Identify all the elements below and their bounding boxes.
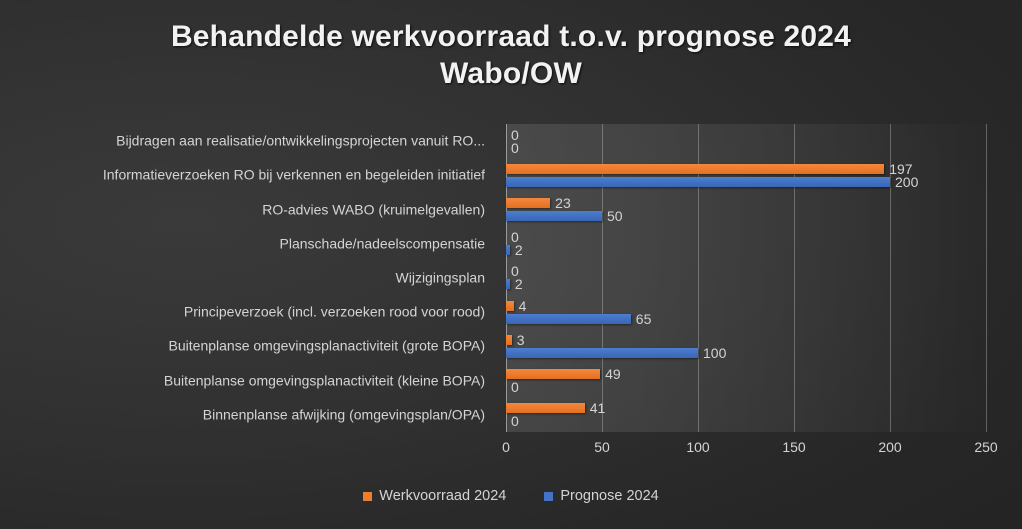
bar-row: Bijdragen aan realisatie/ontwikkelingspr… bbox=[0, 124, 1022, 158]
bar-row: Principeverzoek (incl. verzoeken rood vo… bbox=[0, 295, 1022, 329]
bar-row: Buitenplanse omgevingsplanactiviteit (kl… bbox=[0, 364, 1022, 398]
legend-label: Werkvoorraad 2024 bbox=[379, 488, 507, 504]
legend-item[interactable]: Werkvoorraad 2024 bbox=[363, 487, 506, 505]
bar-value-label: 0 bbox=[511, 263, 519, 280]
bar-value-label: 3 bbox=[516, 331, 525, 348]
x-tick-label: 50 bbox=[594, 439, 610, 455]
bar-werkvoorraad[interactable] bbox=[506, 163, 885, 174]
bar-werkvoorraad[interactable] bbox=[506, 300, 514, 311]
bar-value-label: 200 bbox=[895, 173, 919, 190]
bar-value-label: 197 bbox=[889, 160, 913, 177]
gridline-150 bbox=[794, 124, 795, 432]
bar-value-label: 0 bbox=[511, 139, 519, 156]
bar-prognose[interactable] bbox=[506, 279, 510, 290]
bar-row: RO-advies WABO (kruimelgevallen) 23 50 bbox=[0, 192, 1022, 226]
bar-value-label: 2 bbox=[514, 242, 523, 259]
bar-value-label: 2 bbox=[514, 276, 523, 293]
gridline-250 bbox=[986, 124, 987, 432]
gridline-0 bbox=[506, 124, 507, 432]
bar-value-label: 23 bbox=[555, 195, 571, 212]
legend-swatch-icon bbox=[544, 491, 554, 501]
bar-value-label: 0 bbox=[511, 229, 519, 246]
legend-swatch-icon bbox=[363, 491, 373, 501]
bar-prognose[interactable] bbox=[506, 313, 631, 324]
category-label: Informatieverzoeken RO bij verkennen en … bbox=[102, 166, 485, 183]
x-tick-label: 150 bbox=[782, 439, 806, 455]
bar-value-label: 41 bbox=[589, 400, 606, 417]
bar-row: Binnenplanse afwijking (omgevingsplan/OP… bbox=[0, 398, 1022, 432]
category-label: Buitenplanse omgevingsplanactiviteit (gr… bbox=[168, 337, 485, 354]
bar-werkvoorraad[interactable] bbox=[506, 369, 601, 380]
bar-prognose[interactable] bbox=[506, 245, 510, 256]
bar-row: Wijzigingsplan 0 2 bbox=[0, 261, 1022, 295]
gridline-100 bbox=[698, 124, 699, 432]
chart-title-line-2: Wabo/OW bbox=[440, 57, 582, 90]
chart-title: Behandelde werkvoorraad t.o.v. prognose … bbox=[0, 18, 1022, 92]
bar-value-label: 0 bbox=[511, 379, 519, 396]
bar-werkvoorraad[interactable] bbox=[506, 403, 585, 414]
bar-prognose[interactable] bbox=[506, 347, 698, 358]
bar-prognose[interactable] bbox=[506, 211, 602, 222]
x-axis-tick-labels: 0 50 100 150 200 250 bbox=[0, 438, 1022, 458]
bar-row: Buitenplanse omgevingsplanactiviteit (gr… bbox=[0, 329, 1022, 363]
x-tick-label: 250 bbox=[974, 439, 998, 455]
bar-value-label: 65 bbox=[635, 310, 652, 327]
plot-area bbox=[506, 124, 986, 432]
x-tick-label: 100 bbox=[686, 439, 710, 455]
category-label: Bijdragen aan realisatie/ontwikkelingspr… bbox=[116, 132, 485, 149]
gridline-50 bbox=[602, 124, 603, 432]
bar-value-label: 4 bbox=[518, 297, 527, 314]
category-label: Binnenplanse afwijking (omgevingsplan/OP… bbox=[202, 406, 485, 423]
x-tick-label: 0 bbox=[502, 439, 510, 455]
bar-werkvoorraad[interactable] bbox=[506, 334, 512, 345]
legend-label: Prognose 2024 bbox=[560, 488, 659, 504]
legend-item[interactable]: Prognose 2024 bbox=[544, 487, 659, 505]
bar-prognose[interactable] bbox=[506, 176, 890, 187]
chart-legend: Werkvoorraad 2024 Prognose 2024 bbox=[0, 487, 1022, 505]
bar-row: Planschade/nadeelscompensatie 0 2 bbox=[0, 227, 1022, 261]
bar-value-label: 50 bbox=[607, 208, 623, 225]
bar-value-label: 100 bbox=[703, 344, 727, 361]
bar-value-label: 0 bbox=[511, 126, 519, 143]
category-label: Principeverzoek (incl. verzoeken rood vo… bbox=[183, 303, 485, 320]
bar-werkvoorraad[interactable] bbox=[506, 198, 551, 209]
bar-value-label: 49 bbox=[605, 366, 621, 383]
gridline-200 bbox=[890, 124, 891, 432]
category-label: Wijzigingsplan bbox=[395, 269, 485, 286]
category-label: Buitenplanse omgevingsplanactiviteit (kl… bbox=[163, 372, 485, 389]
bar-value-label: 0 bbox=[511, 413, 519, 430]
chart-title-line-1: Behandelde werkvoorraad t.o.v. prognose … bbox=[170, 20, 852, 53]
bar-row: Informatieverzoeken RO bij verkennen en … bbox=[0, 158, 1022, 192]
x-tick-label: 200 bbox=[878, 439, 902, 455]
category-label: RO-advies WABO (kruimelgevallen) bbox=[262, 201, 485, 218]
category-label: Planschade/nadeelscompensatie bbox=[279, 235, 485, 252]
